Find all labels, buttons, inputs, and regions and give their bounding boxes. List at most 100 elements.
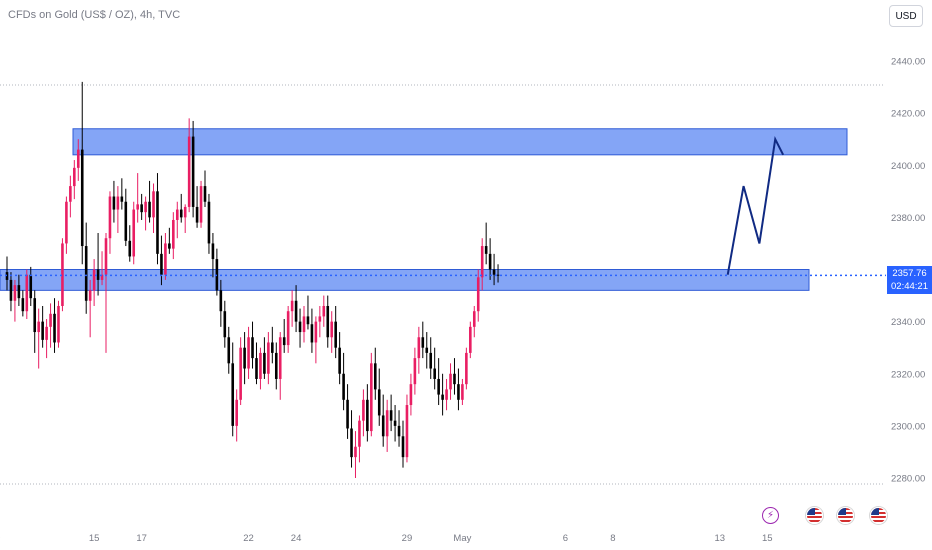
- lightning-icon[interactable]: ⚡: [762, 507, 779, 524]
- candle-body: [80, 149, 84, 247]
- last-price-tag: 2357.76 02:44:21: [887, 266, 932, 294]
- candle-body: [282, 337, 286, 346]
- candle-body: [306, 316, 310, 325]
- candle-body: [92, 269, 96, 291]
- candle-body: [76, 149, 80, 168]
- candle-body: [219, 290, 223, 312]
- projection-arrow: [726, 135, 785, 275]
- candle-body: [128, 240, 132, 257]
- candle-body: [445, 389, 448, 400]
- candle-body: [488, 253, 492, 270]
- candle-body: [65, 201, 68, 244]
- candle-body: [496, 274, 500, 276]
- candle-body: [187, 136, 191, 207]
- candle-body: [370, 363, 373, 432]
- candle-body: [88, 290, 92, 301]
- candle-body: [156, 191, 159, 254]
- candle-body: [49, 313, 52, 327]
- candle-body: [472, 311, 476, 327]
- candle-body: [350, 428, 353, 458]
- candle-body: [326, 305, 330, 338]
- candle-body: [57, 305, 60, 343]
- x-tick-label: 24: [291, 533, 302, 544]
- candle-body: [227, 337, 231, 364]
- candle-body: [17, 285, 21, 299]
- candle-body: [417, 337, 421, 359]
- candle-body: [140, 204, 143, 213]
- candle-body: [334, 321, 337, 348]
- candle-body: [346, 399, 349, 429]
- y-tick-label: 2420.00: [891, 109, 925, 120]
- candle-body: [381, 415, 385, 437]
- candle-body: [172, 219, 175, 249]
- candle-body: [433, 368, 436, 379]
- candle-body: [45, 326, 48, 340]
- candle-body: [116, 196, 120, 210]
- candle-body: [362, 399, 365, 421]
- demand-zone: [0, 269, 810, 291]
- last-price-value: 2357.76: [892, 268, 927, 279]
- candle-body: [203, 186, 207, 202]
- candle-body: [96, 269, 100, 280]
- candle-body: [397, 425, 401, 437]
- candle-body: [342, 373, 345, 400]
- y-tick-label: 2280.00: [891, 474, 925, 485]
- us-flag-icon[interactable]: [837, 507, 854, 524]
- candle-body: [278, 337, 282, 379]
- bar-countdown: 02:44:21: [891, 281, 928, 292]
- candle-body: [476, 277, 480, 312]
- us-flag-icon[interactable]: [806, 507, 823, 524]
- candle-body: [298, 321, 302, 333]
- x-tick-label: 8: [610, 533, 615, 544]
- candle-body: [207, 201, 211, 244]
- candle-body: [302, 316, 306, 333]
- candle-body: [294, 300, 298, 322]
- candle-body: [465, 352, 468, 385]
- candle-body: [53, 313, 56, 343]
- candle-body: [354, 446, 357, 458]
- candle-body: [25, 274, 29, 312]
- x-tick-label: May: [453, 533, 471, 544]
- y-tick-label: 2320.00: [891, 369, 925, 380]
- candle-body: [124, 201, 128, 241]
- y-tick-label: 2300.00: [891, 421, 925, 432]
- y-tick-label: 2380.00: [891, 213, 925, 224]
- candle-body: [401, 436, 405, 458]
- candle-body: [405, 405, 409, 458]
- us-flag-icon[interactable]: [870, 507, 887, 524]
- candle-body: [421, 337, 425, 348]
- candle-body: [251, 337, 254, 359]
- candle-body: [310, 324, 314, 343]
- y-tick-label: 2340.00: [891, 317, 925, 328]
- candle-body: [274, 352, 278, 379]
- y-tick-label: 2400.00: [891, 161, 925, 172]
- candle-body: [286, 311, 290, 346]
- currency-button[interactable]: USD: [889, 5, 923, 27]
- candle-body: [366, 399, 369, 432]
- candle-body: [199, 186, 203, 223]
- candle-body: [104, 238, 108, 275]
- candle-body: [211, 243, 215, 260]
- candle-body: [9, 279, 13, 301]
- candle-body: [73, 167, 76, 187]
- candle-body: [29, 274, 33, 299]
- candle-body: [112, 196, 116, 210]
- x-tick-label: 29: [402, 533, 413, 544]
- candle-body: [21, 298, 25, 312]
- candle-body: [413, 358, 417, 385]
- candle-body: [449, 373, 452, 390]
- candle-body: [437, 378, 440, 395]
- candle-body: [144, 201, 147, 213]
- candle-body: [152, 191, 155, 218]
- x-tick-label: 17: [136, 533, 147, 544]
- x-tick-label: 22: [243, 533, 254, 544]
- candle-body: [330, 321, 334, 338]
- candle-body: [492, 269, 496, 275]
- candle-body: [41, 321, 44, 340]
- candle-body: [195, 206, 199, 223]
- candle-body: [33, 298, 37, 333]
- candle-body: [425, 347, 429, 353]
- candle-body: [164, 243, 167, 275]
- candle-body: [108, 196, 112, 239]
